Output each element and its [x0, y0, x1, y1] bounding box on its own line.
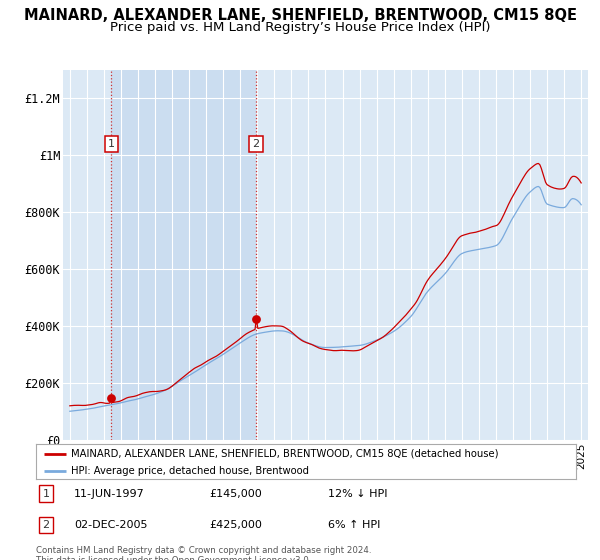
Text: 1: 1: [43, 489, 49, 498]
Text: Price paid vs. HM Land Registry’s House Price Index (HPI): Price paid vs. HM Land Registry’s House …: [110, 21, 490, 34]
Text: £145,000: £145,000: [209, 489, 262, 498]
Text: 1: 1: [108, 139, 115, 149]
Text: MAINARD, ALEXANDER LANE, SHENFIELD, BRENTWOOD, CM15 8QE: MAINARD, ALEXANDER LANE, SHENFIELD, BREN…: [23, 8, 577, 24]
Text: HPI: Average price, detached house, Brentwood: HPI: Average price, detached house, Bren…: [71, 466, 309, 476]
Text: 02-DEC-2005: 02-DEC-2005: [74, 520, 148, 530]
Text: £425,000: £425,000: [209, 520, 262, 530]
Text: MAINARD, ALEXANDER LANE, SHENFIELD, BRENTWOOD, CM15 8QE (detached house): MAINARD, ALEXANDER LANE, SHENFIELD, BREN…: [71, 449, 499, 459]
Text: 2: 2: [253, 139, 260, 149]
Text: 6% ↑ HPI: 6% ↑ HPI: [328, 520, 380, 530]
Point: [107, 394, 116, 403]
Text: Contains HM Land Registry data © Crown copyright and database right 2024.
This d: Contains HM Land Registry data © Crown c…: [36, 546, 371, 560]
Point: [251, 314, 261, 323]
Bar: [112, 70, 256, 440]
Text: 12% ↓ HPI: 12% ↓ HPI: [328, 489, 387, 498]
Text: 11-JUN-1997: 11-JUN-1997: [74, 489, 145, 498]
Text: 2: 2: [43, 520, 50, 530]
